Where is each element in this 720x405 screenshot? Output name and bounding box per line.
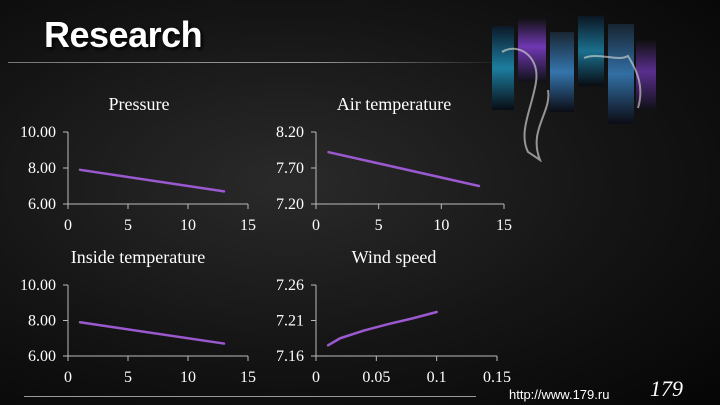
x-tick-label: 10 xyxy=(433,217,449,234)
x-tick-label: 0.15 xyxy=(483,369,511,386)
x-tick-label: 15 xyxy=(240,217,256,234)
slide-title: Research xyxy=(44,14,203,55)
x-tick-label: 0 xyxy=(312,369,320,386)
y-tick-label: 10.00 xyxy=(20,124,56,141)
y-tick-label: 8.20 xyxy=(276,124,304,141)
y-tick-label: 7.16 xyxy=(276,348,304,365)
decorative-globe-panels xyxy=(492,16,656,162)
chart-title: Pressure xyxy=(109,94,170,114)
x-tick-label: 0 xyxy=(64,369,72,386)
y-tick-label: 7.21 xyxy=(276,313,304,330)
chart-title: Air temperature xyxy=(337,94,451,114)
chart-title: Inside temperature xyxy=(71,247,205,267)
x-tick-label: 5 xyxy=(124,369,132,386)
y-tick-label: 7.20 xyxy=(276,196,304,213)
y-tick-label: 10.00 xyxy=(20,277,56,294)
x-tick-label: 0.1 xyxy=(427,369,447,386)
x-tick-label: 5 xyxy=(375,217,383,234)
x-tick-label: 15 xyxy=(240,369,256,386)
x-tick-label: 10 xyxy=(180,369,196,386)
x-tick-label: 0 xyxy=(64,217,72,234)
series-line xyxy=(78,321,226,345)
y-tick-label: 8.00 xyxy=(28,160,56,177)
y-tick-label: 6.00 xyxy=(28,196,56,213)
series-line xyxy=(78,168,226,193)
title-divider xyxy=(8,62,508,63)
footer-divider xyxy=(24,396,476,397)
x-tick-label: 5 xyxy=(124,217,132,234)
y-tick-label: 8.00 xyxy=(28,313,56,330)
x-tick-label: 0.05 xyxy=(362,369,390,386)
series-line xyxy=(327,150,481,188)
x-tick-label: 15 xyxy=(496,217,512,234)
y-tick-label: 7.26 xyxy=(276,277,304,294)
y-tick-label: 7.70 xyxy=(276,160,304,177)
x-tick-label: 0 xyxy=(312,217,320,234)
footer-url: http://www.179.ru xyxy=(509,387,610,402)
series-line xyxy=(326,310,438,347)
chart-title: Wind speed xyxy=(352,247,437,267)
page-number: 179 xyxy=(650,376,683,401)
y-tick-label: 6.00 xyxy=(28,348,56,365)
x-tick-label: 10 xyxy=(180,217,196,234)
